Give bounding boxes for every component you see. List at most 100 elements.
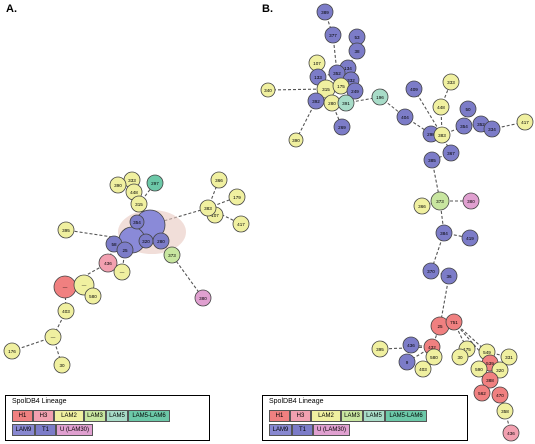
network-node: 383 xyxy=(199,199,217,217)
node-circle xyxy=(500,348,518,366)
network-node: 333 xyxy=(442,73,460,91)
node-label: 134 xyxy=(344,66,352,71)
node-circle xyxy=(210,171,228,189)
network-node: 389 xyxy=(316,3,334,21)
node-label: 395 xyxy=(62,228,70,233)
node-circle xyxy=(414,360,432,378)
node-circle xyxy=(57,221,75,239)
node-circle xyxy=(430,191,450,211)
node-circle xyxy=(445,313,463,331)
node-circle xyxy=(483,120,501,138)
network-node: 358 xyxy=(496,402,514,420)
node-label: 385 xyxy=(428,158,436,163)
node-label: — xyxy=(120,270,125,275)
legend-a-item: H3 xyxy=(33,410,54,422)
node-label: 419 xyxy=(466,236,474,241)
node-label: 392 xyxy=(312,99,320,104)
node-label: 403 xyxy=(62,309,70,314)
network-node: 366 xyxy=(210,171,228,189)
network-node: 373 xyxy=(430,191,450,211)
panel-a-label: A. xyxy=(6,3,17,15)
network-node: 25 xyxy=(116,241,134,259)
node-circle xyxy=(84,287,102,305)
network-node: 176 xyxy=(3,342,21,360)
network-node: 249 xyxy=(346,82,364,100)
network-edge xyxy=(121,249,126,273)
node-label: 549 xyxy=(483,350,491,355)
network-node: 448 xyxy=(432,98,450,116)
network-node: 388 xyxy=(481,371,499,389)
legend-a-item: LAM5-LAM6 xyxy=(128,410,170,422)
legend-b-title: SpolDB4 Lineage xyxy=(269,398,324,405)
network-node: 370 xyxy=(422,262,440,280)
node-label: 409 xyxy=(410,87,418,92)
node-label: 298 xyxy=(427,132,435,137)
network-node: 377 xyxy=(324,26,342,44)
legend-a: SpolDB4 Lineage H1 H3 LAM2 LAM3 LAM5 LAM5-LAM… xyxy=(5,395,210,441)
network-node: 179 xyxy=(228,188,246,206)
node-circle xyxy=(502,424,520,442)
node-label: 388 xyxy=(486,378,494,383)
network-node: 315 xyxy=(130,195,148,213)
network-node: 280 xyxy=(152,232,170,250)
network-node: 38 xyxy=(348,42,366,60)
network-node: 9 xyxy=(398,353,416,371)
node-label: 436 xyxy=(507,431,515,436)
node-circle xyxy=(152,232,170,250)
node-label: 383 xyxy=(438,133,446,138)
node-label: 370 xyxy=(427,269,435,274)
network-node: 436 xyxy=(402,336,420,354)
network-edge xyxy=(431,325,441,348)
node-circle xyxy=(402,336,420,354)
node-label: 107 xyxy=(211,213,219,218)
network-node: 470 xyxy=(491,386,509,404)
network-node: 367 xyxy=(442,144,460,162)
network-node: 30 xyxy=(451,348,469,366)
node-label: 9 xyxy=(406,360,409,365)
node-label: — xyxy=(82,283,87,288)
network-node: 352 xyxy=(328,64,346,82)
node-label: 249 xyxy=(351,89,359,94)
legend-a-title: SpolDB4 Lineage xyxy=(12,398,67,405)
node-circle xyxy=(57,302,75,320)
node-label: 320 xyxy=(496,368,504,373)
network-edge xyxy=(441,125,465,136)
network-node: 380 xyxy=(194,289,212,307)
network-node: 436 xyxy=(98,253,118,273)
node-circle xyxy=(455,117,473,135)
node-label: 358 xyxy=(501,409,509,414)
network-node: 385 xyxy=(423,151,441,169)
network-node: — xyxy=(113,263,131,281)
node-label: 25 xyxy=(437,324,443,329)
node-circle xyxy=(228,188,246,206)
node-circle xyxy=(435,224,453,242)
network-node: 590 xyxy=(470,360,488,378)
panel-b-label: B. xyxy=(262,3,273,15)
network-node: 30 xyxy=(53,356,71,374)
legend-b-item: H3 xyxy=(290,410,311,422)
network-node: 53 xyxy=(348,28,366,46)
node-circle xyxy=(324,26,342,44)
node-circle xyxy=(130,195,148,213)
node-circle xyxy=(116,241,134,259)
node-label: 354 xyxy=(460,124,468,129)
node-circle xyxy=(199,199,217,217)
node-label: 751 xyxy=(450,320,458,325)
node-circle xyxy=(481,371,499,389)
node-label: 352 xyxy=(333,71,341,76)
node-label: 395 xyxy=(376,347,384,352)
nodes-layer: 320 280 354 58 25 373 297 333 448 390 315 107 366 179… xyxy=(3,3,534,442)
node-label: 580 xyxy=(89,294,97,299)
node-label: 366 xyxy=(418,204,426,209)
legend-b-item: LAM5 xyxy=(363,410,385,422)
legend-b-item: LAM9 xyxy=(269,424,292,436)
node-label: 448 xyxy=(437,105,445,110)
node-label: 389 xyxy=(321,10,329,15)
node-circle xyxy=(163,246,181,264)
network-node: 36 xyxy=(440,267,458,285)
node-label: 590 xyxy=(475,367,483,372)
node-label: — xyxy=(63,285,68,290)
network-node: — xyxy=(53,275,77,299)
node-label: 333 xyxy=(128,178,136,183)
legend-a-item: LAM2 xyxy=(54,410,84,422)
